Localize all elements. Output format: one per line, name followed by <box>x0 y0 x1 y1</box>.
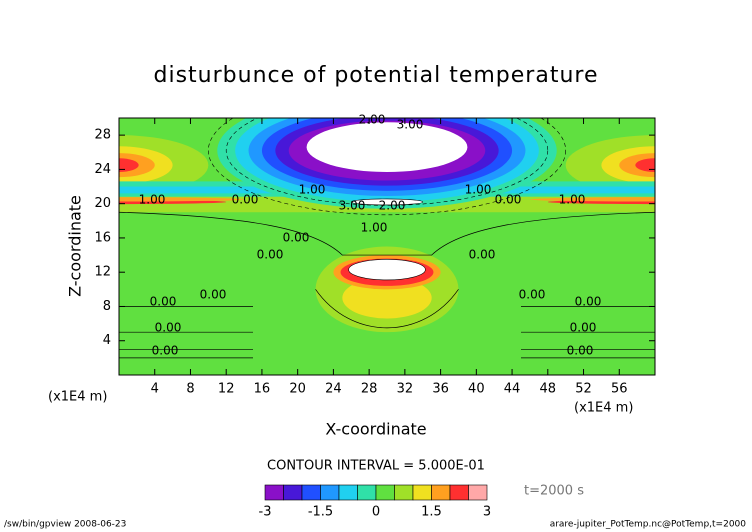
colorbar-box <box>449 484 469 501</box>
contour-label: 0.00 <box>232 193 259 207</box>
x-tick-label: 4 <box>151 382 159 397</box>
y-axis-label: Z-coordinate <box>66 195 85 297</box>
plot-frame <box>118 117 656 376</box>
colorbar-box <box>394 484 414 501</box>
footer-left: /sw/bin/gpview 2008-06-23 <box>4 520 126 530</box>
colorbar-box <box>468 484 488 501</box>
colorbar-tick-label: 1.5 <box>421 505 442 520</box>
contour-label: 0.00 <box>567 344 594 358</box>
x-tick-label: 44 <box>504 382 521 397</box>
contour-label: 1.00 <box>299 183 326 197</box>
out-of-range <box>348 259 426 281</box>
x-tick-label: 8 <box>186 382 194 397</box>
colorbar-tick-label: -3 <box>259 505 272 520</box>
contour-band <box>119 197 245 202</box>
contour-label: 0.00 <box>152 344 179 358</box>
y-tick-label: 24 <box>94 162 111 177</box>
colorbar-box <box>357 484 377 501</box>
contour-label: 0.00 <box>519 288 546 302</box>
x-tick-label: 28 <box>361 382 378 397</box>
contour-label: 1.00 <box>465 183 492 197</box>
contour-band <box>119 158 139 172</box>
x-tick-label: 20 <box>289 382 306 397</box>
colorbar-tick-label: 3 <box>483 505 491 520</box>
contour-label: 3.00 <box>339 199 366 213</box>
contour-label: 1.00 <box>139 193 166 207</box>
contour-label: 0.00 <box>570 321 597 335</box>
colorbar-box <box>283 484 303 501</box>
x-unit: (x1E4 m) <box>574 401 633 416</box>
x-tick-label: 36 <box>432 382 449 397</box>
contour-label: 0.00 <box>257 248 284 262</box>
x-tick-label: 56 <box>611 382 628 397</box>
contour-label: 0.00 <box>469 248 496 262</box>
y-tick-label: 16 <box>94 230 111 245</box>
out-of-range <box>350 198 424 206</box>
y-tick-label: 12 <box>94 265 111 280</box>
y-tick-label: 20 <box>94 196 111 211</box>
colorbar-box <box>375 484 395 501</box>
colorbar-box <box>301 484 321 501</box>
y-tick-label: 4 <box>103 333 111 348</box>
contour-label: 3.00 <box>397 118 424 132</box>
contour-interval: CONTOUR INTERVAL = 5.000E-01 <box>267 459 485 474</box>
contour-line <box>208 118 566 216</box>
contour-label: 0.00 <box>150 295 177 309</box>
contour-band <box>529 197 655 202</box>
y-tick-label: 8 <box>103 299 111 314</box>
footer-right: arare-jupiter_PotTemp.nc@PotTemp,t=2000 <box>550 520 747 530</box>
contour-field <box>119 118 655 375</box>
colorbar-box <box>320 484 340 501</box>
colorbar-tick-label: -1.5 <box>308 505 333 520</box>
x-tick-label: 32 <box>397 382 414 397</box>
contour-label: 0.00 <box>495 193 522 207</box>
x-tick-label: 52 <box>575 382 592 397</box>
x-tick-label: 24 <box>325 382 342 397</box>
contour-line <box>225 118 549 206</box>
x-tick-label: 12 <box>218 382 235 397</box>
contour-line <box>315 289 459 329</box>
x-tick-label: 16 <box>254 382 271 397</box>
colorbar-tick-label: 0 <box>372 505 380 520</box>
contour-band <box>635 158 655 172</box>
colorbar-box <box>412 484 432 501</box>
contour-label: 0.00 <box>575 295 602 309</box>
out-of-range <box>306 122 468 172</box>
contour-label: 0.00 <box>200 288 227 302</box>
contour-label: 0.00 <box>283 231 310 245</box>
contour-label: 1.00 <box>361 221 388 235</box>
colorbar-box <box>431 484 451 501</box>
x-tick-label: 40 <box>468 382 485 397</box>
x-tick-label: 48 <box>540 382 557 397</box>
time-label: t=2000 s <box>524 484 584 499</box>
y-unit: (x1E4 m) <box>48 390 107 405</box>
x-axis-label: X-coordinate <box>325 420 426 439</box>
colorbar-box <box>338 484 358 501</box>
contour-line <box>119 211 655 256</box>
contour-label: 0.00 <box>155 321 182 335</box>
contour-label: 1.00 <box>559 193 586 207</box>
chart-title: disturbunce of potential temperature <box>154 63 599 88</box>
contour-label: 2.00 <box>379 199 406 213</box>
colorbar-box <box>264 484 284 501</box>
y-tick-label: 28 <box>94 128 111 143</box>
contour-label: 2.00 <box>359 113 386 127</box>
